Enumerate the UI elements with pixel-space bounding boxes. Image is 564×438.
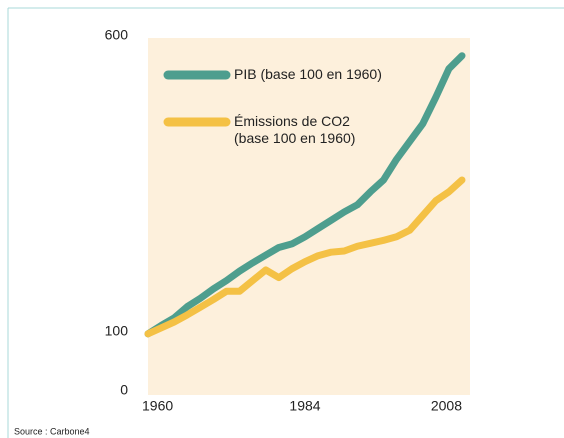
y-tick-label: 0 (120, 382, 128, 398)
x-tick-label: 1984 (289, 398, 320, 414)
x-tick-label: 2008 (431, 398, 462, 414)
series-line (144, 176, 466, 338)
legend-label: Émissions de CO2 (base 100 en 1960) (234, 113, 356, 146)
series-line (144, 52, 466, 338)
y-tick-label: 600 (105, 27, 129, 43)
source: Source : Carbone4 (14, 426, 90, 436)
y-tick-label: 100 (105, 323, 129, 339)
legend-label: PIB (base 100 en 1960) (234, 66, 382, 82)
plot-area (148, 38, 470, 395)
x-tick-label: 1960 (142, 398, 173, 414)
